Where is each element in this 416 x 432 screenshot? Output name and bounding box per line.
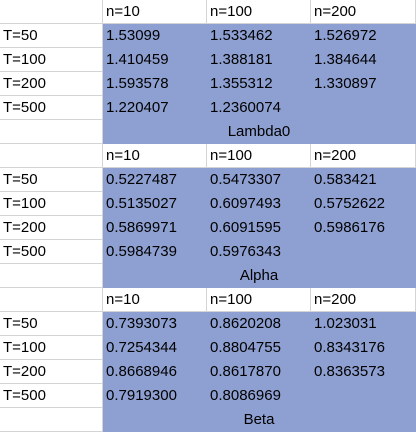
value-cell[interactable]: 0.8617870 — [207, 360, 311, 384]
value-cell[interactable]: 0.7393073 — [103, 312, 207, 336]
row-label[interactable]: T=50 — [0, 168, 103, 192]
table-row: T=500 1.220407 1.2360074 — [0, 96, 416, 120]
column-header[interactable]: n=10 — [103, 288, 207, 312]
corner-cell[interactable] — [0, 288, 103, 312]
column-header[interactable]: n=100 — [207, 288, 311, 312]
value-cell[interactable]: 1.533462 — [207, 24, 311, 48]
table-row: T=50 0.7393073 0.8620208 1.023031 — [0, 312, 416, 336]
caption-row: Beta — [0, 408, 416, 432]
value-cell[interactable]: 0.5984739 — [103, 240, 207, 264]
table-row: T=200 0.5869971 0.6091595 0.5986176 — [0, 216, 416, 240]
caption-row: Lambda0 — [0, 120, 416, 144]
table-row: T=50 1.53099 1.533462 1.526972 — [0, 24, 416, 48]
table-caption[interactable]: Lambda0 — [103, 120, 416, 144]
row-label[interactable]: T=500 — [0, 96, 103, 120]
row-label[interactable]: T=500 — [0, 240, 103, 264]
column-header[interactable]: n=10 — [103, 0, 207, 24]
value-cell[interactable]: 1.593578 — [103, 72, 207, 96]
table-caption[interactable]: Alpha — [103, 264, 416, 288]
value-cell[interactable]: 0.5869971 — [103, 216, 207, 240]
row-label[interactable]: T=200 — [0, 72, 103, 96]
header-row: n=10 n=100 n=200 — [0, 0, 416, 24]
value-cell[interactable] — [311, 96, 416, 120]
value-cell[interactable]: 0.5227487 — [103, 168, 207, 192]
row-label[interactable]: T=500 — [0, 384, 103, 408]
value-cell[interactable]: 0.8086969 — [207, 384, 311, 408]
row-label[interactable]: T=50 — [0, 312, 103, 336]
empty-cell[interactable] — [0, 120, 103, 144]
row-label[interactable]: T=50 — [0, 24, 103, 48]
corner-cell[interactable] — [0, 0, 103, 24]
value-cell[interactable]: 1.388181 — [207, 48, 311, 72]
value-cell[interactable]: 1.023031 — [311, 312, 416, 336]
empty-cell[interactable] — [0, 408, 103, 432]
table-row: T=50 0.5227487 0.5473307 0.583421 — [0, 168, 416, 192]
table-row: T=500 0.7919300 0.8086969 — [0, 384, 416, 408]
value-cell[interactable]: 0.8363573 — [311, 360, 416, 384]
value-cell[interactable]: 0.7919300 — [103, 384, 207, 408]
value-cell[interactable]: 0.5473307 — [207, 168, 311, 192]
row-label[interactable]: T=100 — [0, 192, 103, 216]
value-cell[interactable] — [311, 384, 416, 408]
value-cell[interactable]: 0.5752622 — [311, 192, 416, 216]
value-cell[interactable]: 1.355312 — [207, 72, 311, 96]
value-cell[interactable]: 0.8668946 — [103, 360, 207, 384]
row-label[interactable]: T=200 — [0, 216, 103, 240]
header-row: n=10 n=100 n=200 — [0, 144, 416, 168]
table-row: T=500 0.5984739 0.5976343 — [0, 240, 416, 264]
value-cell[interactable]: 0.583421 — [311, 168, 416, 192]
value-cell[interactable]: 0.6097493 — [207, 192, 311, 216]
column-header[interactable]: n=10 — [103, 144, 207, 168]
value-cell[interactable]: 0.8343176 — [311, 336, 416, 360]
column-header[interactable]: n=100 — [207, 0, 311, 24]
value-cell[interactable]: 1.526972 — [311, 24, 416, 48]
value-cell[interactable]: 1.410459 — [103, 48, 207, 72]
row-label[interactable]: T=200 — [0, 360, 103, 384]
value-cell[interactable]: 1.53099 — [103, 24, 207, 48]
column-header[interactable]: n=200 — [311, 144, 416, 168]
value-cell[interactable]: 1.220407 — [103, 96, 207, 120]
value-cell[interactable]: 0.8620208 — [207, 312, 311, 336]
value-cell[interactable]: 1.330897 — [311, 72, 416, 96]
table-row: T=100 0.7254344 0.8804755 0.8343176 — [0, 336, 416, 360]
value-cell[interactable]: 0.8804755 — [207, 336, 311, 360]
header-row: n=10 n=100 n=200 — [0, 288, 416, 312]
corner-cell[interactable] — [0, 144, 103, 168]
value-cell[interactable]: 0.6091595 — [207, 216, 311, 240]
table-caption[interactable]: Beta — [103, 408, 416, 432]
value-cell[interactable]: 1.2360074 — [207, 96, 311, 120]
value-cell[interactable]: 0.5986176 — [311, 216, 416, 240]
table-row: T=100 1.410459 1.388181 1.384644 — [0, 48, 416, 72]
caption-row: Alpha — [0, 264, 416, 288]
value-cell[interactable]: 0.5135027 — [103, 192, 207, 216]
empty-cell[interactable] — [0, 264, 103, 288]
row-label[interactable]: T=100 — [0, 336, 103, 360]
row-label[interactable]: T=100 — [0, 48, 103, 72]
column-header[interactable]: n=200 — [311, 288, 416, 312]
column-header[interactable]: n=100 — [207, 144, 311, 168]
value-cell[interactable]: 1.384644 — [311, 48, 416, 72]
table-row: T=100 0.5135027 0.6097493 0.5752622 — [0, 192, 416, 216]
value-cell[interactable] — [311, 240, 416, 264]
value-cell[interactable]: 0.5976343 — [207, 240, 311, 264]
column-header[interactable]: n=200 — [311, 0, 416, 24]
table-row: T=200 1.593578 1.355312 1.330897 — [0, 72, 416, 96]
value-cell[interactable]: 0.7254344 — [103, 336, 207, 360]
table-row: T=200 0.8668946 0.8617870 0.8363573 — [0, 360, 416, 384]
